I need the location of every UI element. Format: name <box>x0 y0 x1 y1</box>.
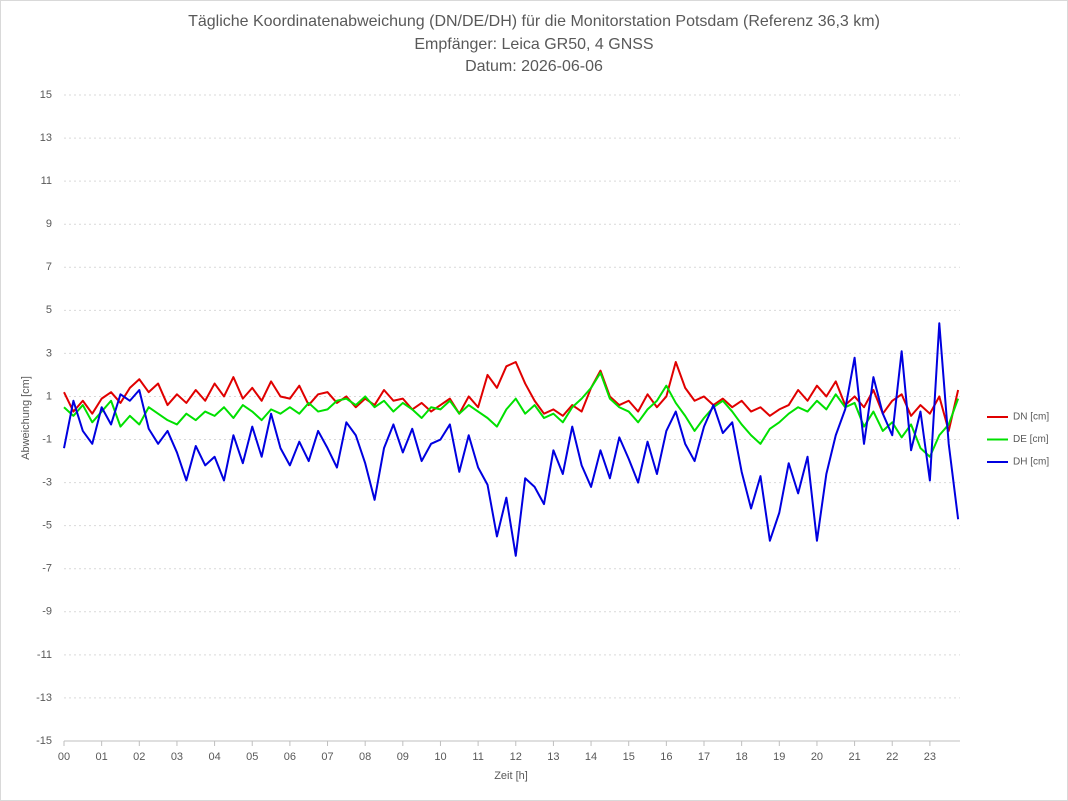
x-tick-label: 08 <box>359 751 371 763</box>
legend-label: DE [cm] <box>1013 434 1049 445</box>
y-tick-label: 11 <box>41 175 52 187</box>
chart-subtitle: Empfänger: Leica GR50, 4 GNSS <box>414 36 653 53</box>
y-tick-label: -9 <box>42 606 52 618</box>
x-tick-label: 07 <box>321 751 333 763</box>
x-tick-label: 22 <box>886 751 898 763</box>
x-tick-label: 13 <box>547 751 559 763</box>
x-tick-label: 04 <box>208 751 220 763</box>
chart-date: Datum: 2026-06-06 <box>465 58 603 75</box>
y-tick-label: 7 <box>46 261 52 273</box>
y-tick-label: -5 <box>42 520 52 532</box>
x-tick-label: 18 <box>736 751 748 763</box>
legend-label: DN [cm] <box>1013 412 1049 423</box>
y-tick-label: -11 <box>37 649 52 661</box>
x-tick-label: 09 <box>397 751 409 763</box>
x-tick-label: 12 <box>510 751 522 763</box>
y-tick-label: 3 <box>46 347 52 359</box>
x-tick-label: 03 <box>171 751 183 763</box>
x-tick-label: 15 <box>623 751 635 763</box>
y-tick-label: -13 <box>36 692 52 704</box>
legend-label: DH [cm] <box>1013 457 1049 468</box>
y-tick-label: 15 <box>40 89 52 101</box>
y-tick-label: 1 <box>46 390 52 402</box>
y-tick-label: -15 <box>36 735 52 747</box>
data-line <box>63 322 960 557</box>
data-line <box>63 361 960 432</box>
y-tick-label: -1 <box>42 433 52 445</box>
data-line <box>63 371 960 458</box>
x-tick-label: 17 <box>698 751 710 763</box>
x-tick-label: 14 <box>585 751 597 763</box>
x-tick-label: 01 <box>96 751 108 763</box>
y-tick-label: 5 <box>46 304 52 316</box>
y-axis-title: Abweichung [cm] <box>20 376 32 460</box>
chart-title: Tägliche Koordinatenabweichung (DN/DE/DH… <box>188 13 880 30</box>
x-axis-title: Zeit [h] <box>494 770 528 782</box>
y-tick-label: 13 <box>40 132 52 144</box>
x-tick-label: 05 <box>246 751 258 763</box>
y-tick-label: 9 <box>46 218 52 230</box>
x-tick-label: 02 <box>133 751 145 763</box>
x-tick-label: 06 <box>284 751 296 763</box>
x-tick-label: 23 <box>924 751 936 763</box>
x-tick-label: 11 <box>472 751 483 763</box>
y-tick-label: -7 <box>42 563 52 575</box>
y-tick-label: -3 <box>42 477 52 489</box>
x-tick-label: 16 <box>660 751 672 763</box>
x-tick-label: 21 <box>848 751 860 763</box>
x-tick-label: 19 <box>773 751 785 763</box>
x-tick-label: 20 <box>811 751 823 763</box>
x-tick-label: 00 <box>58 751 70 763</box>
x-tick-label: 10 <box>434 751 446 763</box>
